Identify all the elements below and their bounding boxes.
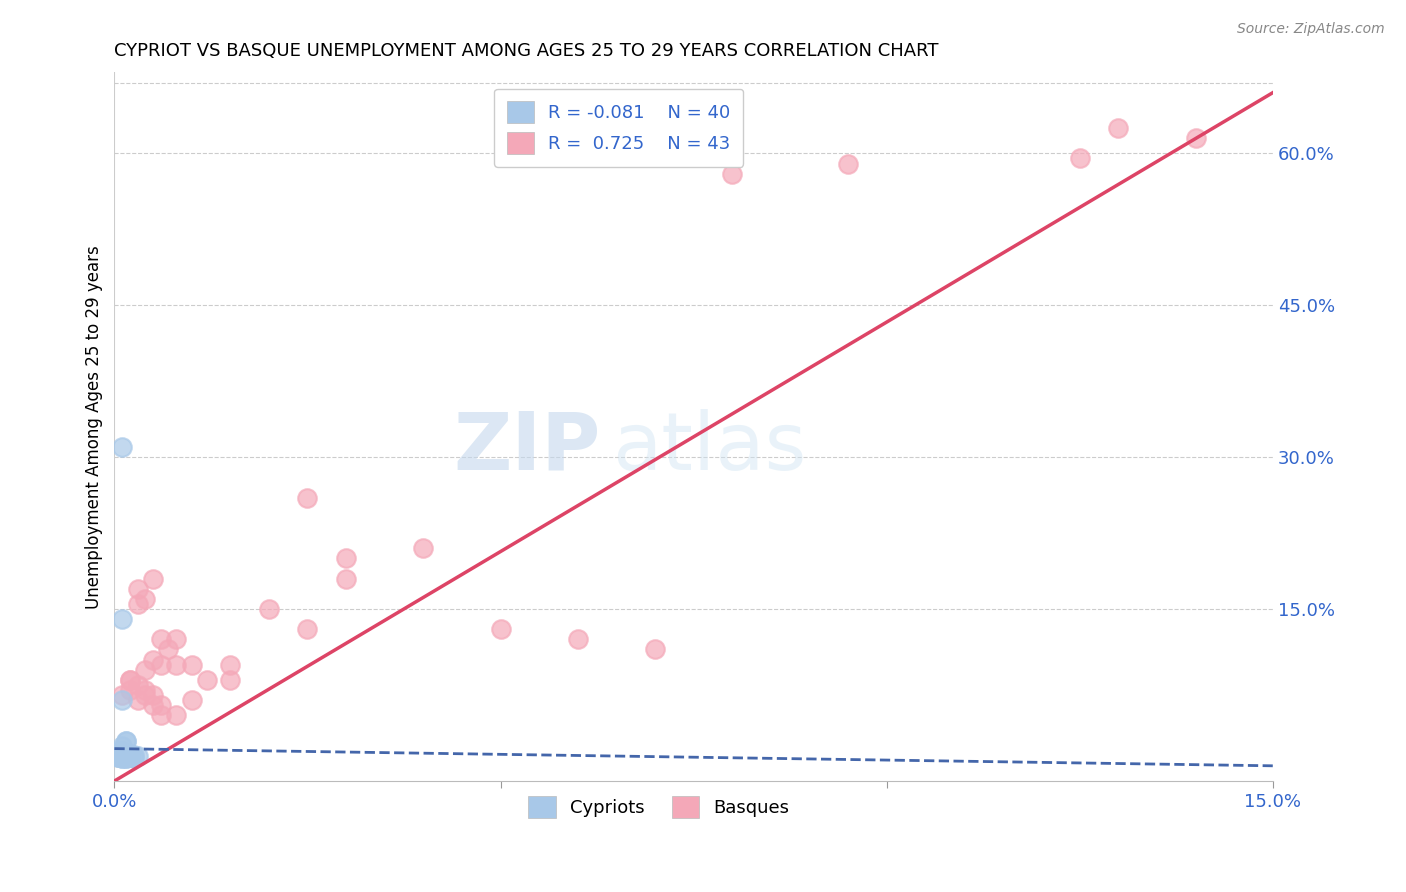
Point [111,747,134,761]
Point [118,748,141,763]
Point [115,750,138,764]
Point [142,688,165,702]
Point [111,748,134,763]
Point [219,657,242,672]
Point [297,491,319,505]
Point [142,652,165,666]
Point [1184,131,1206,145]
Point [335,551,357,566]
Point [107,749,129,764]
Text: Source: ZipAtlas.com: Source: ZipAtlas.com [1237,22,1385,37]
Point [118,747,141,762]
Point [115,733,138,747]
Point [111,440,134,454]
Point [127,748,149,763]
Point [115,750,138,764]
Text: ZIP: ZIP [454,409,600,487]
Point [118,747,141,761]
Point [127,597,149,611]
Point [111,747,134,762]
Point [118,749,141,764]
Point [180,693,202,707]
Point [142,572,165,586]
Point [111,748,134,763]
Point [111,747,134,762]
Point [122,747,145,762]
Point [115,733,138,747]
Y-axis label: Unemployment Among Ages 25 to 29 years: Unemployment Among Ages 25 to 29 years [86,244,103,608]
Point [157,642,180,657]
Point [107,747,129,761]
Point [111,739,134,753]
Point [165,657,187,672]
Point [115,747,138,761]
Point [107,749,129,764]
Point [149,708,172,723]
Point [111,750,134,764]
Text: CYPRIOT VS BASQUE UNEMPLOYMENT AMONG AGES 25 TO 29 YEARS CORRELATION CHART: CYPRIOT VS BASQUE UNEMPLOYMENT AMONG AGE… [114,42,939,60]
Point [118,749,141,764]
Point [257,602,280,616]
Point [219,673,242,687]
Point [149,632,172,647]
Point [115,749,138,764]
Point [127,582,149,596]
Point [107,748,129,763]
Point [180,657,202,672]
Legend: Cypriots, Basques: Cypriots, Basques [522,789,796,825]
Text: atlas: atlas [613,409,807,487]
Point [118,748,141,763]
Point [134,682,156,697]
Point [115,748,138,763]
Point [644,642,666,657]
Point [127,678,149,692]
Point [1069,152,1091,166]
Point [335,572,357,586]
Point [567,632,589,647]
Point [118,673,141,687]
Point [107,748,129,763]
Point [111,749,134,764]
Point [721,167,744,181]
Point [115,746,138,760]
Point [111,612,134,626]
Point [107,746,129,760]
Point [134,591,156,606]
Point [134,688,156,702]
Point [122,750,145,764]
Point [195,673,218,687]
Point [118,682,141,697]
Point [111,693,134,707]
Point [134,663,156,677]
Point [127,693,149,707]
Point [297,622,319,636]
Point [118,748,141,763]
Point [489,622,512,636]
Point [111,688,134,702]
Point [142,698,165,712]
Point [837,156,859,170]
Point [111,747,134,762]
Point [111,749,134,764]
Point [118,673,141,687]
Point [111,750,134,764]
Point [165,708,187,723]
Point [149,657,172,672]
Point [111,744,134,758]
Point [412,541,434,556]
Point [165,632,187,647]
Point [107,744,129,758]
Point [149,698,172,712]
Point [1107,121,1129,136]
